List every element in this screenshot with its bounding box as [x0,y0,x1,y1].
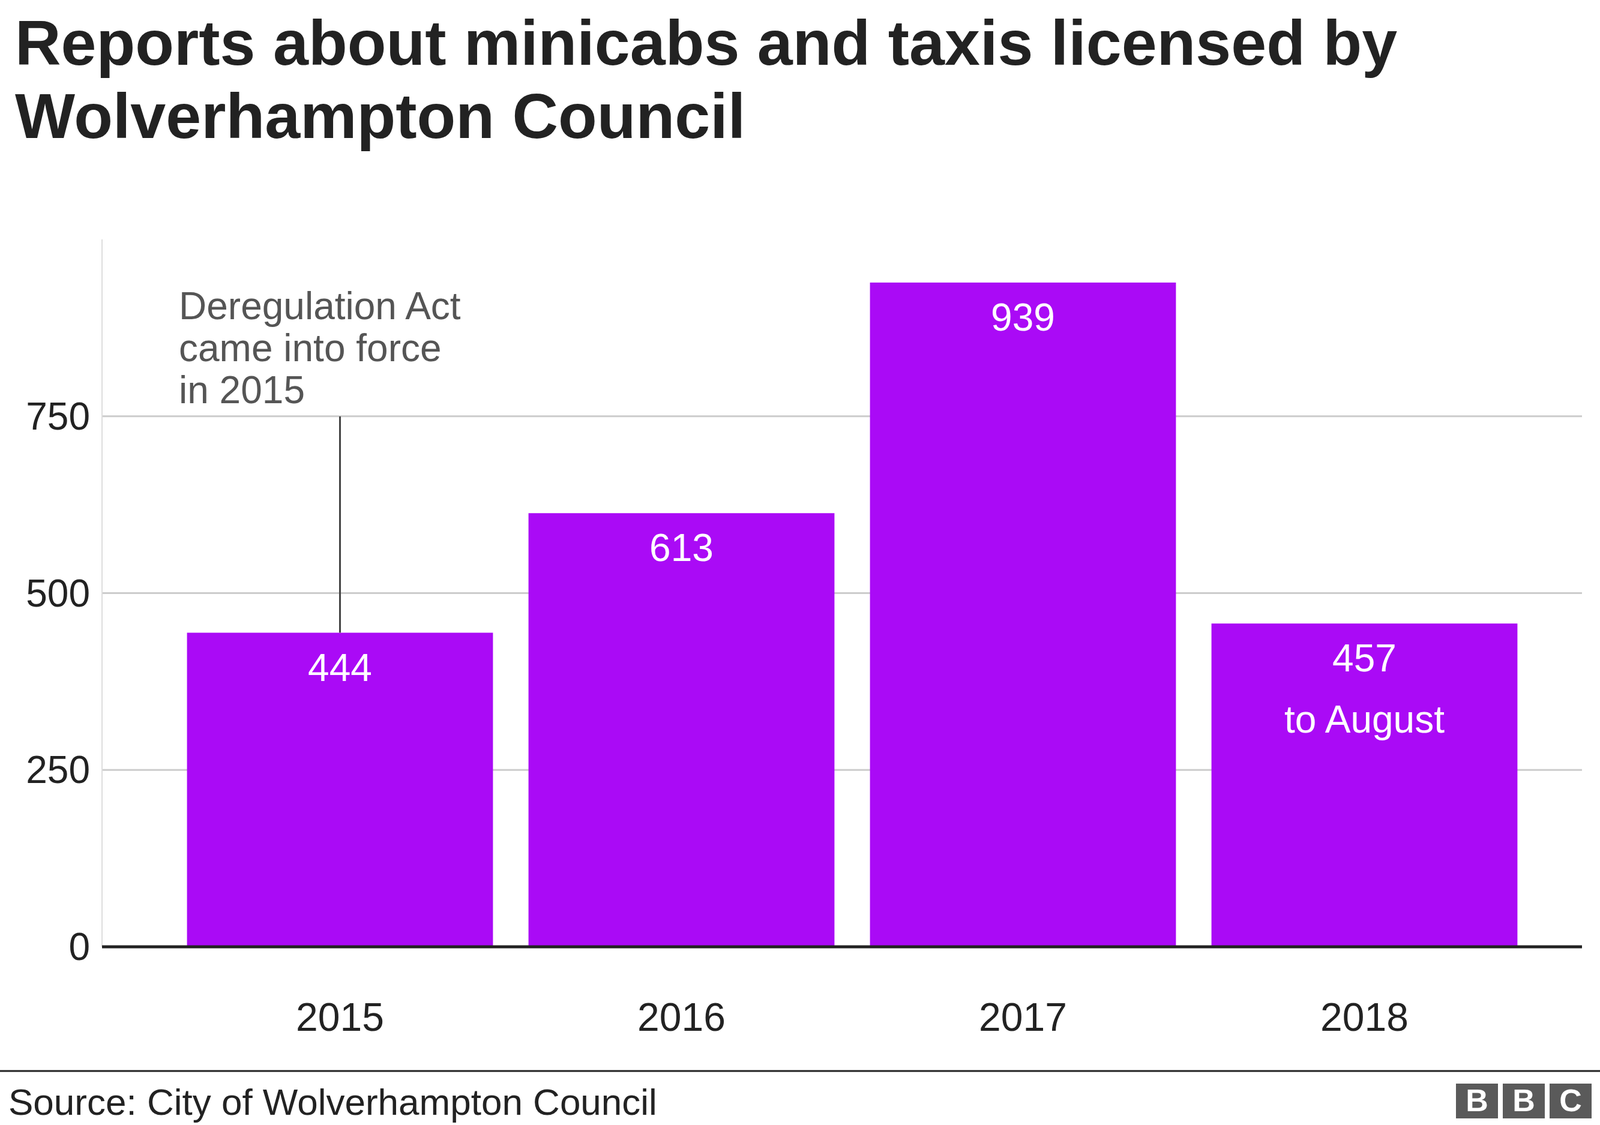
title-line: Wolverhampton Council [15,80,746,152]
y-tick-label: 0 [68,925,91,969]
annotation-line: Deregulation Act [178,284,461,328]
logo-letter: C [1559,1083,1582,1119]
y-tick-label: 750 [25,394,91,439]
bar [1211,623,1518,948]
annotation: to August [1284,697,1445,742]
logo-box [1549,1083,1592,1119]
x-tick-label: 2017 [978,995,1068,1040]
data-label: 613 [649,526,714,570]
logo-box [1502,1083,1545,1119]
logo-letter: B [1512,1083,1536,1119]
x-tick-label: 2018 [1320,995,1409,1040]
y-tick-label: 250 [25,748,91,792]
data-label: 457 [1332,636,1397,680]
annotation-line: came into force [178,326,442,370]
title: Reports about minicabs and taxis license… [15,7,1398,152]
grid-line [102,415,1582,418]
bars [187,282,1518,948]
bar [187,633,494,948]
source: Source: City of Wolverhampton Council [8,1081,658,1123]
title-line: Reports about minicabs and taxis license… [15,7,1398,79]
x-axis-line [102,945,1582,949]
footer-rule [0,1070,1600,1073]
logo-box [1455,1083,1498,1119]
y-tick-label: 500 [25,571,91,616]
bar [870,282,1177,948]
data-label: 939 [990,295,1056,340]
annotation-line: in 2015 [178,368,305,412]
annotation: Deregulation Actcame into forcein 2015 [178,284,461,412]
data-label: 444 [307,646,373,690]
x-tick-label: 2015 [295,995,385,1040]
x-tick-label: 2016 [637,995,726,1040]
logo-boxes: BBC [1455,1083,1592,1119]
bar [528,513,835,948]
annotation-line: to August [1284,697,1445,742]
chart: Reports about minicabs and taxis license… [0,0,1600,1125]
y-axis-line [101,239,103,948]
annotation-leader [339,416,341,634]
grid-line [102,592,1582,595]
logo-letter: B [1465,1083,1489,1119]
